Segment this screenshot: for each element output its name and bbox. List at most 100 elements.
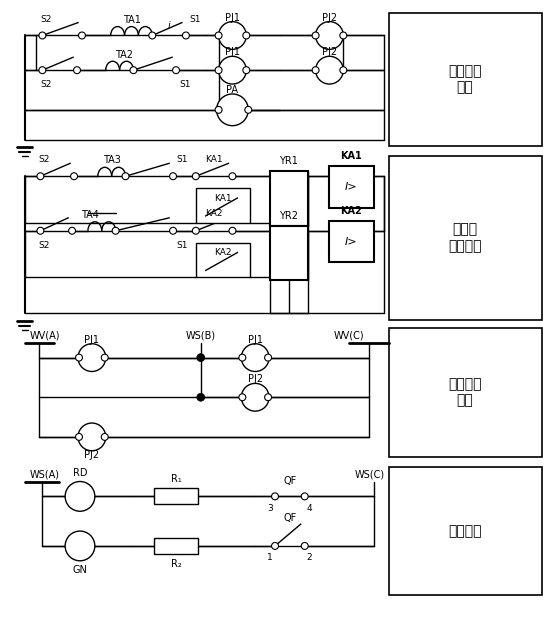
Bar [196, 243, 250, 277]
Circle shape [197, 353, 205, 362]
Text: 1: 1 [267, 554, 273, 562]
Bar [330, 221, 374, 262]
Text: KA2: KA2 [205, 209, 222, 218]
Bar [389, 467, 542, 596]
Text: I>: I> [345, 182, 358, 192]
Text: KA1: KA1 [214, 194, 231, 203]
Circle shape [71, 173, 77, 180]
Bar [270, 226, 307, 281]
Circle shape [272, 542, 278, 549]
Circle shape [243, 67, 250, 74]
Text: 2: 2 [307, 554, 312, 562]
Text: 信号回路: 信号回路 [448, 524, 482, 538]
Circle shape [239, 394, 246, 401]
Text: PJ2: PJ2 [322, 47, 337, 57]
Text: R₂: R₂ [171, 559, 182, 569]
Circle shape [183, 32, 189, 39]
Text: KA1: KA1 [341, 152, 362, 162]
Circle shape [215, 32, 222, 39]
Text: S2: S2 [39, 155, 50, 164]
Circle shape [78, 343, 106, 372]
Bar [270, 171, 307, 226]
Circle shape [219, 21, 246, 49]
Text: S2: S2 [39, 241, 50, 250]
Text: S1: S1 [176, 241, 188, 250]
Text: WV(A): WV(A) [29, 331, 60, 341]
Bar [154, 538, 198, 554]
Circle shape [241, 343, 269, 372]
Circle shape [272, 493, 278, 500]
Circle shape [76, 433, 82, 440]
Text: WS(C): WS(C) [354, 470, 384, 479]
Circle shape [229, 227, 236, 234]
Circle shape [37, 173, 44, 180]
Text: S2: S2 [40, 15, 52, 24]
Circle shape [239, 354, 246, 361]
Text: GN: GN [72, 565, 87, 575]
Circle shape [78, 32, 86, 39]
Text: QF: QF [283, 513, 296, 523]
Circle shape [216, 94, 248, 126]
Bar [154, 489, 198, 504]
Circle shape [264, 354, 272, 361]
Text: TA4: TA4 [81, 210, 99, 220]
Circle shape [301, 493, 308, 500]
Text: 电流测量
回路: 电流测量 回路 [448, 64, 482, 94]
Circle shape [39, 67, 46, 74]
Circle shape [101, 354, 108, 361]
Text: S1: S1 [189, 15, 200, 24]
Circle shape [241, 384, 269, 411]
Circle shape [340, 67, 347, 74]
Circle shape [245, 106, 252, 113]
Text: PJ1: PJ1 [225, 47, 240, 57]
Text: YR2: YR2 [279, 211, 299, 221]
Circle shape [68, 227, 76, 234]
Text: RD: RD [73, 467, 87, 477]
Circle shape [39, 32, 46, 39]
Text: R₁: R₁ [171, 474, 182, 484]
Circle shape [192, 173, 199, 180]
Circle shape [264, 394, 272, 401]
Circle shape [215, 106, 222, 113]
Bar [196, 188, 250, 223]
Bar [330, 166, 374, 208]
Text: WS(B): WS(B) [185, 331, 216, 341]
Text: PJ1: PJ1 [84, 335, 99, 345]
Circle shape [312, 32, 319, 39]
Circle shape [76, 354, 82, 361]
Circle shape [173, 67, 179, 74]
Circle shape [301, 542, 308, 549]
Text: KA1: KA1 [205, 155, 222, 164]
Text: 3: 3 [267, 504, 273, 513]
Bar [389, 328, 542, 457]
Circle shape [340, 32, 347, 39]
Text: PA: PA [226, 85, 238, 95]
Text: PJ2: PJ2 [322, 13, 337, 23]
Text: 过电流
保护回路: 过电流 保护回路 [448, 223, 482, 253]
Circle shape [215, 67, 222, 74]
Text: 4: 4 [307, 504, 312, 513]
Circle shape [192, 227, 199, 234]
Circle shape [65, 482, 95, 511]
Circle shape [169, 173, 177, 180]
Circle shape [65, 531, 95, 561]
Circle shape [37, 227, 44, 234]
Text: TA1: TA1 [123, 14, 140, 25]
Circle shape [229, 173, 236, 180]
Text: i: i [168, 21, 171, 31]
Circle shape [73, 67, 81, 74]
Text: TA3: TA3 [103, 155, 120, 165]
Circle shape [197, 393, 205, 401]
Circle shape [122, 173, 129, 180]
Circle shape [149, 32, 156, 39]
Circle shape [316, 21, 343, 49]
Circle shape [101, 433, 108, 440]
Circle shape [219, 57, 246, 84]
Circle shape [78, 423, 106, 451]
Text: PJ2: PJ2 [248, 374, 263, 384]
Text: PJ1: PJ1 [248, 335, 263, 345]
Circle shape [112, 227, 119, 234]
Text: QF: QF [283, 476, 296, 486]
Circle shape [130, 67, 137, 74]
Text: PJ2: PJ2 [84, 450, 99, 460]
